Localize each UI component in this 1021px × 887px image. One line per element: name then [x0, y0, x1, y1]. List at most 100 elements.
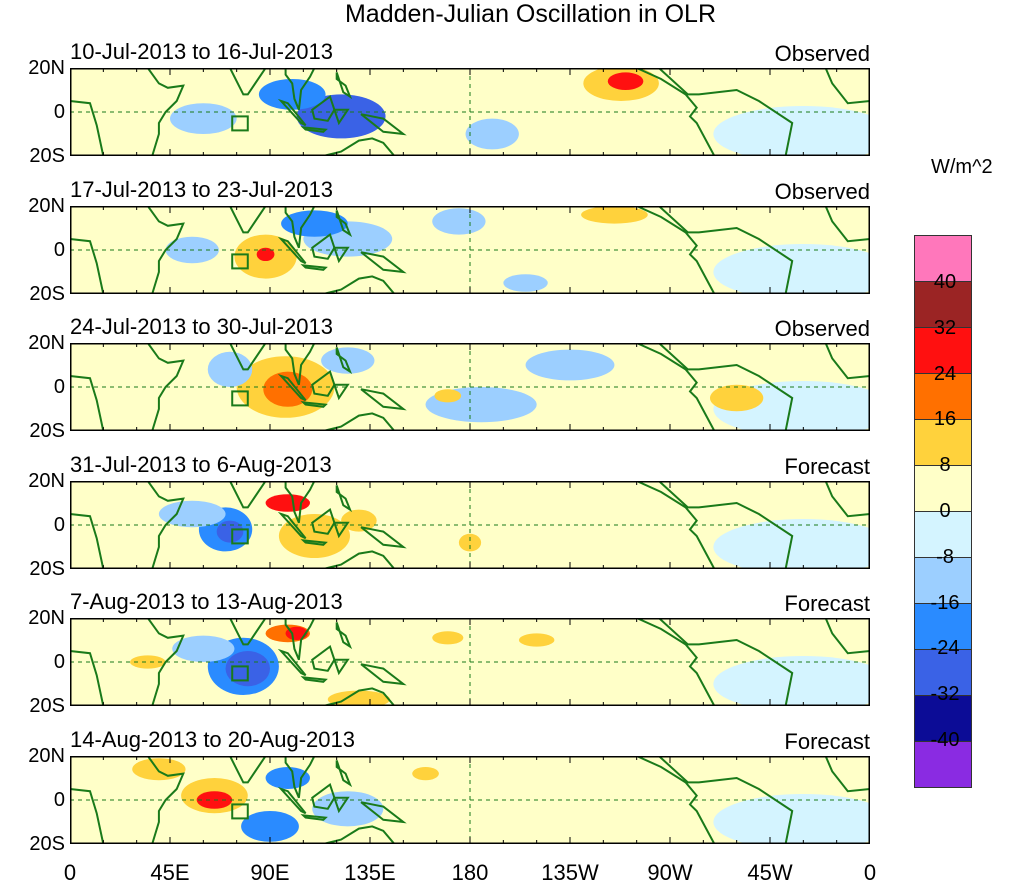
coastline — [300, 813, 328, 821]
x-axis: 0 45E 90E 135E 180 135W 90W 45W 0 — [0, 861, 1021, 887]
anomaly-contour — [432, 631, 464, 645]
anomaly-contour — [434, 389, 462, 403]
coastline — [333, 658, 350, 676]
coastline — [70, 68, 185, 156]
y-tick-label: 0 — [53, 513, 65, 536]
olr-map — [70, 480, 870, 569]
x-tick-label: 45W — [747, 860, 793, 885]
olr-map — [70, 618, 870, 706]
anomaly-contour — [321, 347, 375, 374]
coastline — [300, 538, 328, 546]
anomaly-contour — [530, 231, 610, 259]
coastline — [824, 755, 870, 792]
anomaly-contour — [265, 766, 310, 789]
coastline — [335, 622, 353, 650]
panel-status: Observed — [774, 41, 870, 66]
coastline — [228, 618, 267, 646]
colorbar-label: -24 — [930, 637, 960, 660]
panel-status: Observed — [774, 178, 870, 204]
panel-status: Forecast — [784, 453, 870, 479]
coastline — [636, 68, 794, 156]
coastline — [360, 525, 407, 548]
x-tick-label: 45E — [150, 860, 190, 885]
coastline — [284, 755, 316, 798]
panel-date-range: 14-Aug-2013 to 20-Aug-2013 — [70, 726, 355, 752]
panel-status: Forecast — [784, 591, 870, 616]
olr-map — [70, 205, 870, 294]
coastline — [360, 663, 407, 686]
coastline — [335, 484, 353, 512]
coastline — [360, 113, 407, 136]
y-tick-label: 0 — [53, 376, 65, 398]
panel-date-range: 7-Aug-2013 to 13-Aug-2013 — [70, 589, 343, 614]
index-box — [231, 802, 249, 819]
panel-status: Observed — [774, 316, 870, 341]
anomaly-contour — [713, 518, 870, 569]
anomaly-contour — [607, 72, 644, 90]
coastline — [228, 68, 267, 96]
coastline — [311, 94, 336, 122]
coastline — [277, 236, 307, 264]
coastline — [300, 263, 328, 271]
coastline — [323, 137, 396, 156]
anomaly-contour — [470, 666, 559, 693]
index-box — [231, 252, 249, 269]
anomaly-contour — [713, 656, 870, 706]
coastline — [824, 68, 870, 105]
coastline — [636, 480, 794, 569]
colorbar-swatch — [914, 419, 972, 465]
anomaly-contour — [341, 509, 377, 532]
anomaly-contour — [216, 520, 244, 543]
anomaly-contour — [525, 480, 637, 503]
anomaly-contour — [327, 690, 390, 706]
anomaly-contour — [713, 243, 870, 294]
anomaly-contour — [132, 757, 186, 780]
chart-title: Madden-Julian Oscillation in OLR — [344, 0, 716, 28]
y-tick-label: 20S — [29, 420, 65, 442]
coastline — [284, 68, 316, 111]
coastline — [333, 383, 350, 401]
coastline — [277, 98, 307, 127]
anomaly-contour — [256, 247, 275, 261]
coastline — [228, 755, 267, 783]
anomaly-contour — [447, 781, 582, 818]
y-tick-label: 20S — [29, 282, 65, 305]
coastline — [636, 618, 794, 706]
colorbar-swatch — [914, 649, 972, 695]
x-tick-label: 135E — [344, 860, 396, 885]
coastline — [300, 401, 328, 408]
coastline — [824, 343, 870, 380]
anomaly-contour — [130, 655, 166, 669]
coastline — [70, 480, 185, 569]
coastline — [323, 549, 396, 569]
coastline — [300, 126, 328, 133]
coastline — [824, 618, 870, 655]
y-tick-label: 20N — [28, 607, 65, 629]
anomaly-contour — [170, 103, 237, 134]
coastline — [277, 373, 307, 402]
colorbar-swatch — [914, 281, 972, 327]
coastline — [311, 507, 336, 535]
y-tick-label: 20N — [28, 194, 65, 217]
coastline — [311, 782, 336, 810]
coastline — [323, 412, 396, 431]
colorbar-swatch — [914, 465, 972, 511]
anomaly-contour — [432, 207, 486, 235]
colorbar-label: -40 — [930, 729, 960, 751]
coastline — [323, 687, 396, 706]
coastline — [277, 786, 307, 814]
coastline — [824, 480, 870, 517]
coastline — [360, 250, 407, 273]
colorbar-label: 0 — [939, 500, 951, 522]
anomaly-contour — [172, 635, 235, 662]
y-tick-label: 0 — [53, 651, 65, 673]
coastline — [333, 796, 350, 813]
coastline — [228, 480, 267, 508]
map-panel: 24-Jul-2013 to 30-Jul-2013 Observed 20N 0 20… — [0, 315, 900, 441]
panel-status: Forecast — [784, 728, 870, 754]
anomaly-contour — [458, 533, 482, 551]
coastline — [636, 755, 794, 844]
coastline — [333, 521, 350, 538]
colorbar-label: 32 — [933, 316, 957, 339]
coastline — [335, 209, 353, 237]
